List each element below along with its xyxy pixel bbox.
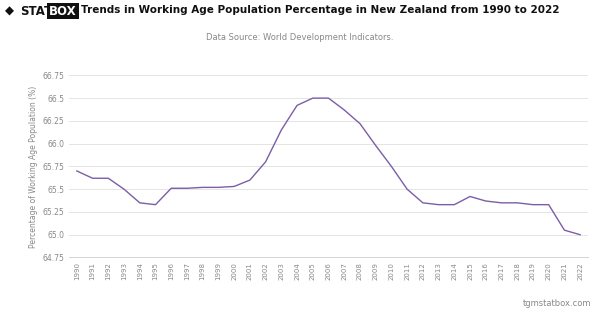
Text: tgmstatbox.com: tgmstatbox.com (523, 299, 591, 308)
Text: STAT: STAT (20, 5, 53, 18)
Text: BOX: BOX (49, 5, 77, 18)
Y-axis label: Percentage of Working Age Population (%): Percentage of Working Age Population (%) (29, 85, 38, 247)
Text: ◆: ◆ (5, 5, 14, 18)
Text: Data Source: World Development Indicators.: Data Source: World Development Indicator… (206, 33, 394, 42)
Text: Trends in Working Age Population Percentage in New Zealand from 1990 to 2022: Trends in Working Age Population Percent… (81, 5, 560, 15)
